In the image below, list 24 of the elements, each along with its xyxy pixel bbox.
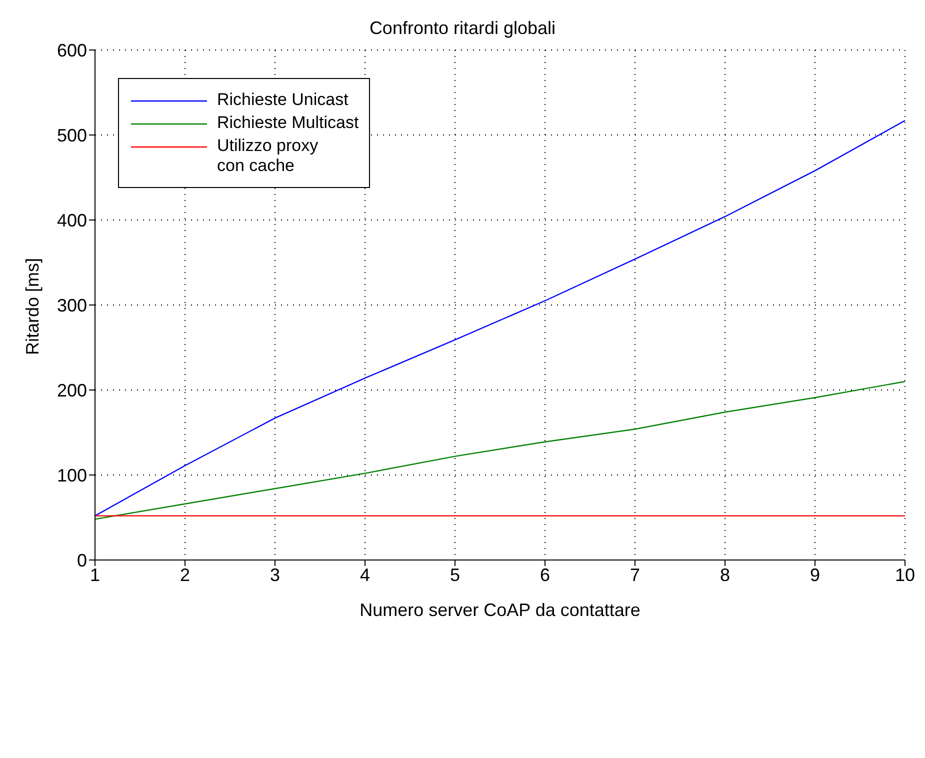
x-axis-title: Numero server CoAP da contattare bbox=[360, 600, 640, 620]
x-tick-label: 3 bbox=[270, 564, 280, 585]
y-tick-label: 600 bbox=[56, 40, 87, 60]
x-tick-label: 7 bbox=[630, 564, 640, 585]
x-tick-label: 4 bbox=[360, 564, 370, 585]
y-axis-title: Ritardo [ms] bbox=[22, 258, 42, 355]
x-tick-label: 8 bbox=[720, 564, 730, 585]
x-tick-label: 5 bbox=[450, 564, 460, 585]
legend-label: Richieste Unicast bbox=[217, 90, 348, 110]
line-series bbox=[95, 380, 905, 520]
y-tick-label: 400 bbox=[56, 210, 87, 230]
y-tick-label: 200 bbox=[56, 380, 87, 400]
x-tick-label: 1 bbox=[90, 564, 100, 585]
y-tick-label: 100 bbox=[56, 465, 87, 486]
x-tick-label: 9 bbox=[810, 564, 820, 585]
chart-title: Confronto ritardi globali bbox=[368, 18, 557, 39]
x-tick-label: 6 bbox=[540, 564, 550, 585]
y-tick-label: 500 bbox=[56, 125, 87, 146]
x-tick-label: 10 bbox=[894, 564, 916, 585]
legend-label: Richieste Multicast bbox=[217, 113, 359, 133]
x-tick-label: 2 bbox=[180, 564, 190, 585]
legend-label: Utilizzo proxy con cache bbox=[217, 136, 318, 176]
y-tick-label: 300 bbox=[56, 295, 87, 316]
y-tick-label: 0 bbox=[76, 550, 87, 570]
